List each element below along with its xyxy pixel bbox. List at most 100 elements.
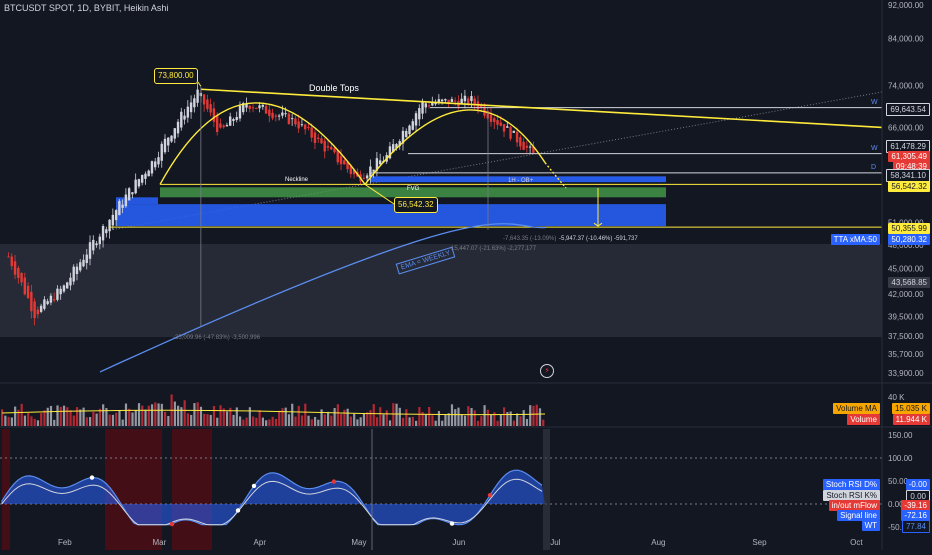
volume-bar	[235, 407, 238, 426]
volume-bar	[245, 417, 248, 426]
candle-body	[326, 146, 330, 148]
candle-body	[493, 118, 496, 122]
volume-bar	[154, 402, 157, 426]
candle-body	[294, 118, 297, 125]
volume-bar	[186, 413, 190, 426]
volume-bar	[542, 419, 545, 426]
legend-stoch-d-label: Stoch RSI D%	[822, 479, 880, 490]
candle-body	[49, 295, 53, 303]
candle-body	[10, 256, 13, 267]
time-tick-0: Feb	[58, 538, 72, 547]
volume-axis-tick: 40 K	[888, 393, 905, 402]
volume-bar	[62, 405, 66, 426]
wt-dot	[251, 483, 257, 489]
volume-bar	[56, 405, 59, 426]
candle-body	[346, 162, 349, 170]
volume-bar	[300, 415, 304, 426]
alert-clock-icon[interactable]: ⚡	[540, 364, 554, 378]
volume-bar	[164, 411, 167, 426]
volume-bar	[385, 410, 388, 426]
legend-mflow-value: -39.16	[901, 500, 930, 511]
double-tops-label: Double Tops	[309, 83, 359, 93]
volume-bar	[131, 412, 134, 426]
price-tick-2: 74,000.00	[888, 81, 924, 90]
price-tick-6: 45,000.00	[888, 265, 924, 274]
ob-label: 1H - OB+	[508, 178, 534, 184]
candle-body	[336, 150, 339, 163]
w-marker-2: W	[871, 145, 878, 152]
candle-body	[330, 146, 333, 150]
wt-dot	[89, 475, 95, 480]
volume-bar	[388, 420, 392, 426]
projection-arc	[544, 162, 567, 189]
candle-body	[62, 285, 66, 292]
candle-body	[72, 266, 75, 282]
candle-body	[209, 104, 212, 113]
volume-bar	[118, 410, 121, 426]
candle-body	[398, 141, 401, 147]
candle-body	[264, 105, 268, 114]
price-tag-56542: 56,542.32	[888, 181, 930, 192]
volume-bars	[1, 394, 546, 426]
volume-bar	[519, 416, 522, 426]
candle-body	[140, 174, 144, 183]
volume-bar	[193, 403, 196, 426]
time-tick-5: Jul	[550, 538, 560, 547]
candle-body	[196, 89, 199, 103]
volume-bar	[105, 408, 108, 426]
w-marker-1: W	[871, 99, 878, 106]
current-bar-highlight	[543, 429, 550, 550]
volume-bar	[281, 408, 284, 426]
price-tick-9: 37,500.00	[888, 332, 924, 341]
wt-dot	[169, 521, 175, 527]
volume-bar	[369, 410, 372, 426]
volume-bar	[330, 415, 333, 426]
volume-bar	[441, 420, 444, 426]
volume-bar	[525, 418, 529, 426]
volume-bar	[382, 414, 385, 426]
volume-bar	[252, 416, 255, 426]
candle-body	[499, 122, 502, 126]
volume-bar	[529, 405, 532, 426]
candle-body	[453, 100, 457, 102]
neck-price-label: 56,542.32	[394, 197, 438, 213]
ema-weekly-line	[99, 223, 546, 373]
price-tick-5: 48,000.00	[888, 241, 924, 250]
price-tick-10: 35,700.00	[888, 350, 924, 359]
volume-bar	[20, 403, 23, 426]
candle-body	[229, 116, 232, 126]
candle-body	[215, 114, 219, 133]
candle-body	[46, 301, 49, 305]
volume-bar	[242, 419, 245, 426]
time-tick-1: Mar	[152, 538, 166, 547]
candle-body	[193, 98, 196, 108]
volume-bar	[255, 417, 258, 426]
candle-body	[82, 259, 85, 267]
volume-bar	[196, 402, 199, 426]
volume-bar	[274, 418, 278, 426]
candle-body	[95, 243, 98, 246]
volume-bar	[516, 413, 519, 426]
volume-bar	[144, 409, 147, 426]
candle-body	[137, 179, 141, 187]
oscillator-pane	[0, 429, 882, 550]
candle-body	[317, 137, 320, 139]
volume-bar	[278, 410, 281, 426]
legend-signal-value: -72.16	[901, 510, 930, 521]
volume-bar	[134, 410, 137, 426]
volume-bar	[480, 416, 483, 426]
volume-bar	[23, 415, 27, 426]
top-price-label: 73,800.00	[154, 68, 198, 84]
volume-bar	[408, 417, 411, 426]
price-tag-last: 61,305.49	[888, 151, 930, 162]
volume-bar	[535, 404, 538, 426]
volume-bar	[356, 419, 359, 426]
candle-body	[59, 288, 62, 295]
candle-body	[79, 262, 82, 271]
volume-bar	[261, 417, 264, 426]
volume-bar	[46, 407, 49, 426]
candle-body	[297, 121, 300, 129]
candle-body	[405, 130, 408, 138]
